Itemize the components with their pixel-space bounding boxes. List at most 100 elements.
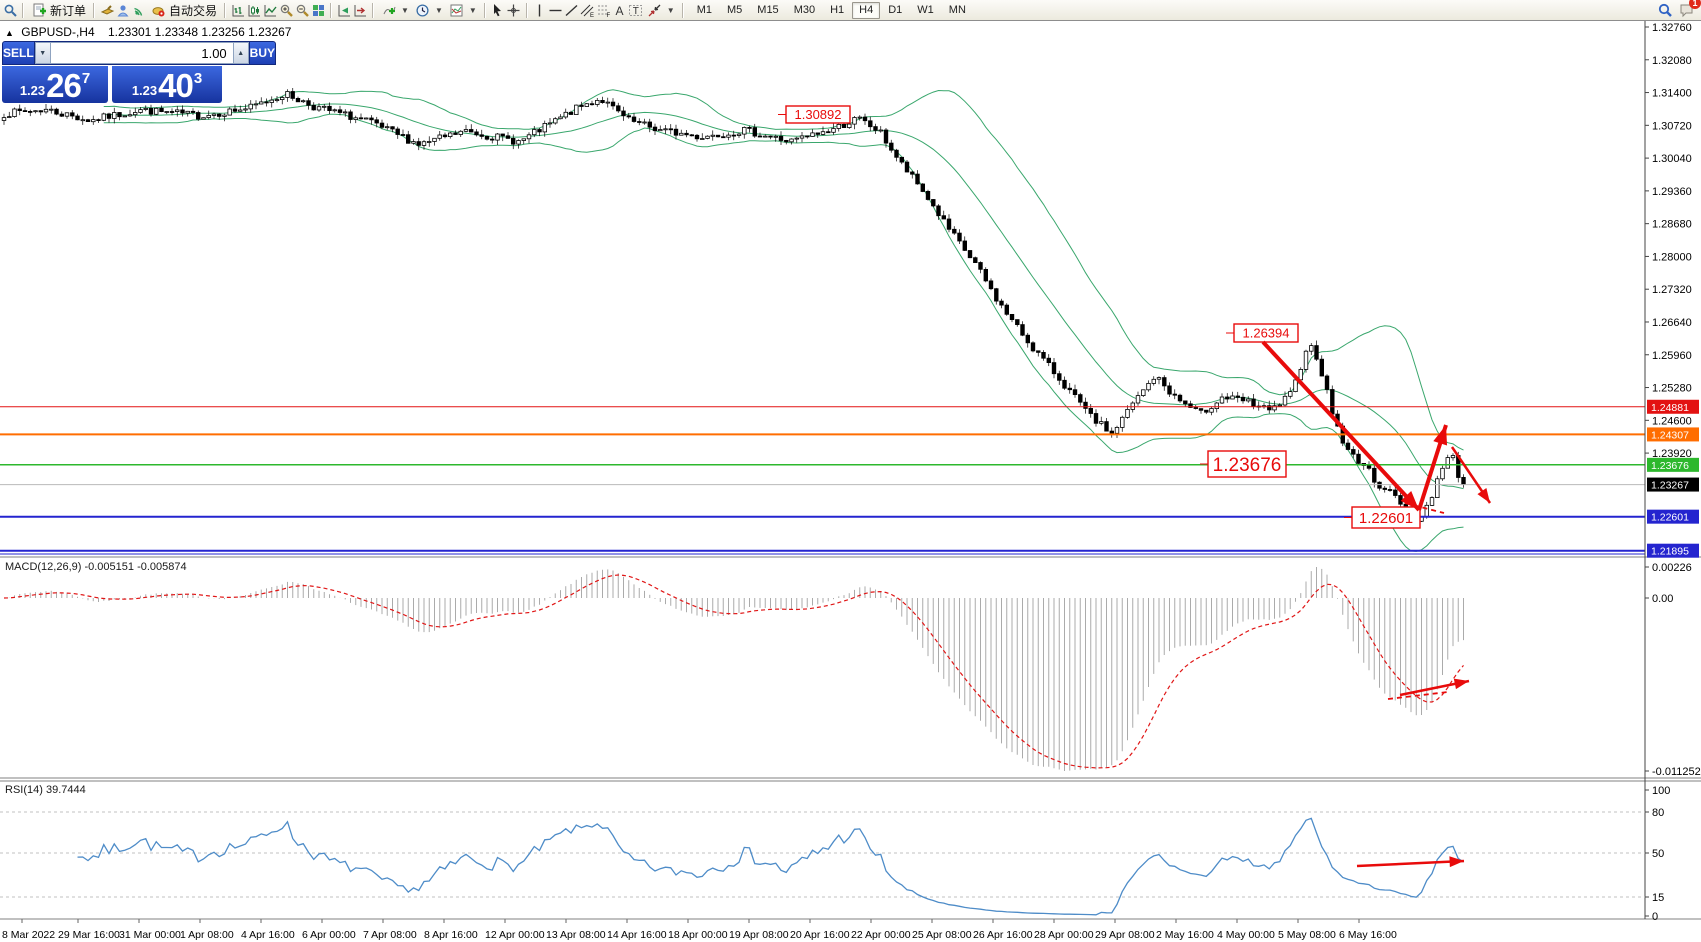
community-icon[interactable]: [115, 2, 131, 18]
timeframe-mn[interactable]: MN: [948, 3, 966, 16]
price-axis[interactable]: 1.32760 1.32080 1.31400 1.30720 1.30040 1.293…: [1645, 22, 1699, 558]
notification-count-badge: 1: [1689, 0, 1701, 9]
template-icon: [449, 2, 465, 18]
autotrade-button[interactable]: 自动交易: [147, 1, 220, 19]
zoom-in-icon[interactable]: [278, 2, 294, 18]
channel-tool-icon[interactable]: E: [580, 2, 596, 18]
svg-text:31 Mar 00:00: 31 Mar 00:00: [119, 929, 181, 941]
cursor-icon[interactable]: [490, 2, 506, 18]
timeframe-m15[interactable]: M15: [757, 3, 779, 16]
new-order-icon: [31, 2, 47, 18]
zoom-out-icon[interactable]: [294, 2, 310, 18]
sell-price-display[interactable]: 1.23 26 7: [2, 66, 108, 103]
buy-price-prefix: 1.23: [131, 83, 158, 98]
svg-text:20 Apr 16:00: 20 Apr 16:00: [790, 929, 850, 941]
chart-line-icon[interactable]: [262, 2, 278, 18]
buy-button[interactable]: BUY: [248, 41, 277, 65]
annotation-arrows[interactable]: [1261, 340, 1492, 868]
candles-layer: [1, 88, 1466, 523]
volume-decrease-button[interactable]: ▼: [34, 42, 51, 64]
layouts-icon[interactable]: [99, 2, 115, 18]
impulse-down-arrow: [1261, 340, 1421, 512]
indicators-icon: [381, 2, 397, 18]
volume-input[interactable]: [50, 42, 233, 64]
timeframe-m1[interactable]: M1: [696, 3, 712, 16]
svg-text:29 Mar 16:00: 29 Mar 16:00: [58, 929, 120, 941]
bollinger-bands: [103, 89, 1464, 552]
svg-text:1.26394: 1.26394: [1243, 326, 1290, 341]
tile-windows-icon[interactable]: [310, 2, 326, 18]
chevron-down-icon: ▼: [666, 5, 675, 15]
vertical-line-tool-icon[interactable]: [532, 2, 548, 18]
crosshair-icon[interactable]: [506, 2, 522, 18]
notifications-icon[interactable]: 1: [1679, 0, 1701, 18]
timeframe-h1[interactable]: H1: [830, 3, 845, 16]
svg-text:100: 100: [1652, 785, 1670, 797]
svg-text:1.24881: 1.24881: [1651, 402, 1689, 414]
svg-text:50: 50: [1652, 848, 1664, 860]
svg-text:1.23267: 1.23267: [1651, 480, 1689, 492]
toolbar-separator: [22, 2, 24, 18]
svg-text:4 May 00:00: 4 May 00:00: [1217, 929, 1275, 941]
templates-button[interactable]: ▼: [446, 1, 480, 19]
svg-text:13 Apr 08:00: 13 Apr 08:00: [546, 929, 606, 941]
rsi-label: RSI(14) 39.7444: [3, 784, 88, 796]
svg-text:1.28680: 1.28680: [1652, 219, 1692, 231]
svg-text:0: 0: [1652, 911, 1658, 923]
ohlc-values: 1.23301 1.23348 1.23256 1.23267: [107, 25, 292, 39]
svg-text:22 Apr 00:00: 22 Apr 00:00: [851, 929, 911, 941]
time-axis[interactable]: 8 Mar 2022 29 Mar 16:00 31 Mar 00:00 1 Apr …: [2, 919, 1397, 941]
svg-text:1.30720: 1.30720: [1652, 120, 1692, 132]
fibonacci-tool-icon[interactable]: F: [596, 2, 612, 18]
toolbar-separator: [483, 2, 486, 18]
arrows-tool-button[interactable]: ▼: [644, 1, 678, 19]
price-level-lines[interactable]: [0, 406, 1645, 555]
clock-icon: [415, 2, 431, 18]
svg-text:1.25280: 1.25280: [1652, 383, 1692, 395]
text-label-tool-icon[interactable]: T: [628, 2, 644, 18]
periods-button[interactable]: ▼: [412, 1, 446, 19]
auto-scroll-icon[interactable]: [336, 2, 352, 18]
pane-frame: [0, 21, 1701, 920]
timeframe-h4[interactable]: H4: [852, 1, 881, 19]
timeframe-d1[interactable]: D1: [888, 3, 903, 16]
macd-pane: 0.00226 0.00 -0.011252: [3, 562, 1701, 778]
new-order-button[interactable]: 新订单: [28, 1, 89, 19]
sell-button[interactable]: SELL: [2, 41, 35, 65]
sell-price-prefix: 1.23: [19, 83, 46, 98]
svg-text:6 Apr 00:00: 6 Apr 00:00: [302, 929, 356, 941]
svg-text:19 Apr 08:00: 19 Apr 08:00: [729, 929, 789, 941]
search-icon[interactable]: [2, 2, 18, 18]
svg-text:15: 15: [1652, 892, 1664, 904]
horizontal-line-tool-icon[interactable]: [548, 2, 564, 18]
svg-text:8 Apr 16:00: 8 Apr 16:00: [424, 929, 478, 941]
svg-text:2 May 16:00: 2 May 16:00: [1156, 929, 1214, 941]
svg-text:1.21895: 1.21895: [1651, 546, 1689, 558]
chart-bars-icon[interactable]: [230, 2, 246, 18]
indicators-button[interactable]: ▼: [378, 1, 412, 19]
collapse-arrow-icon[interactable]: ▲: [5, 28, 14, 38]
buy-price-display[interactable]: 1.23 40 3: [112, 66, 222, 103]
signals-icon[interactable]: [131, 2, 147, 18]
svg-text:1.22601: 1.22601: [1359, 510, 1413, 527]
toolbar-separator: [681, 2, 684, 18]
chart-candles-icon[interactable]: [246, 2, 262, 18]
buy-price-sup: 3: [193, 70, 203, 87]
svg-text:F: F: [607, 13, 611, 18]
volume-box: ▼ ▲: [34, 41, 249, 65]
search-icon[interactable]: [1657, 2, 1673, 18]
timeframe-w1[interactable]: W1: [917, 3, 934, 16]
timeframe-m5[interactable]: M5: [727, 3, 743, 16]
chevron-down-icon: ▼: [468, 5, 477, 15]
svg-text:1.24600: 1.24600: [1652, 415, 1692, 427]
macd-dashed-line: [1387, 691, 1449, 700]
annotation-price-tags[interactable]: 1.30892 1.26394 1.23676 1.22601: [778, 105, 1421, 529]
timeframe-m30[interactable]: M30: [793, 3, 816, 16]
svg-text:5 May 08:00: 5 May 08:00: [1278, 929, 1336, 941]
text-tool-icon[interactable]: A: [612, 2, 628, 18]
chart-shift-icon[interactable]: [352, 2, 368, 18]
trendline-tool-icon[interactable]: [564, 2, 580, 18]
volume-increase-button[interactable]: ▲: [232, 42, 249, 64]
